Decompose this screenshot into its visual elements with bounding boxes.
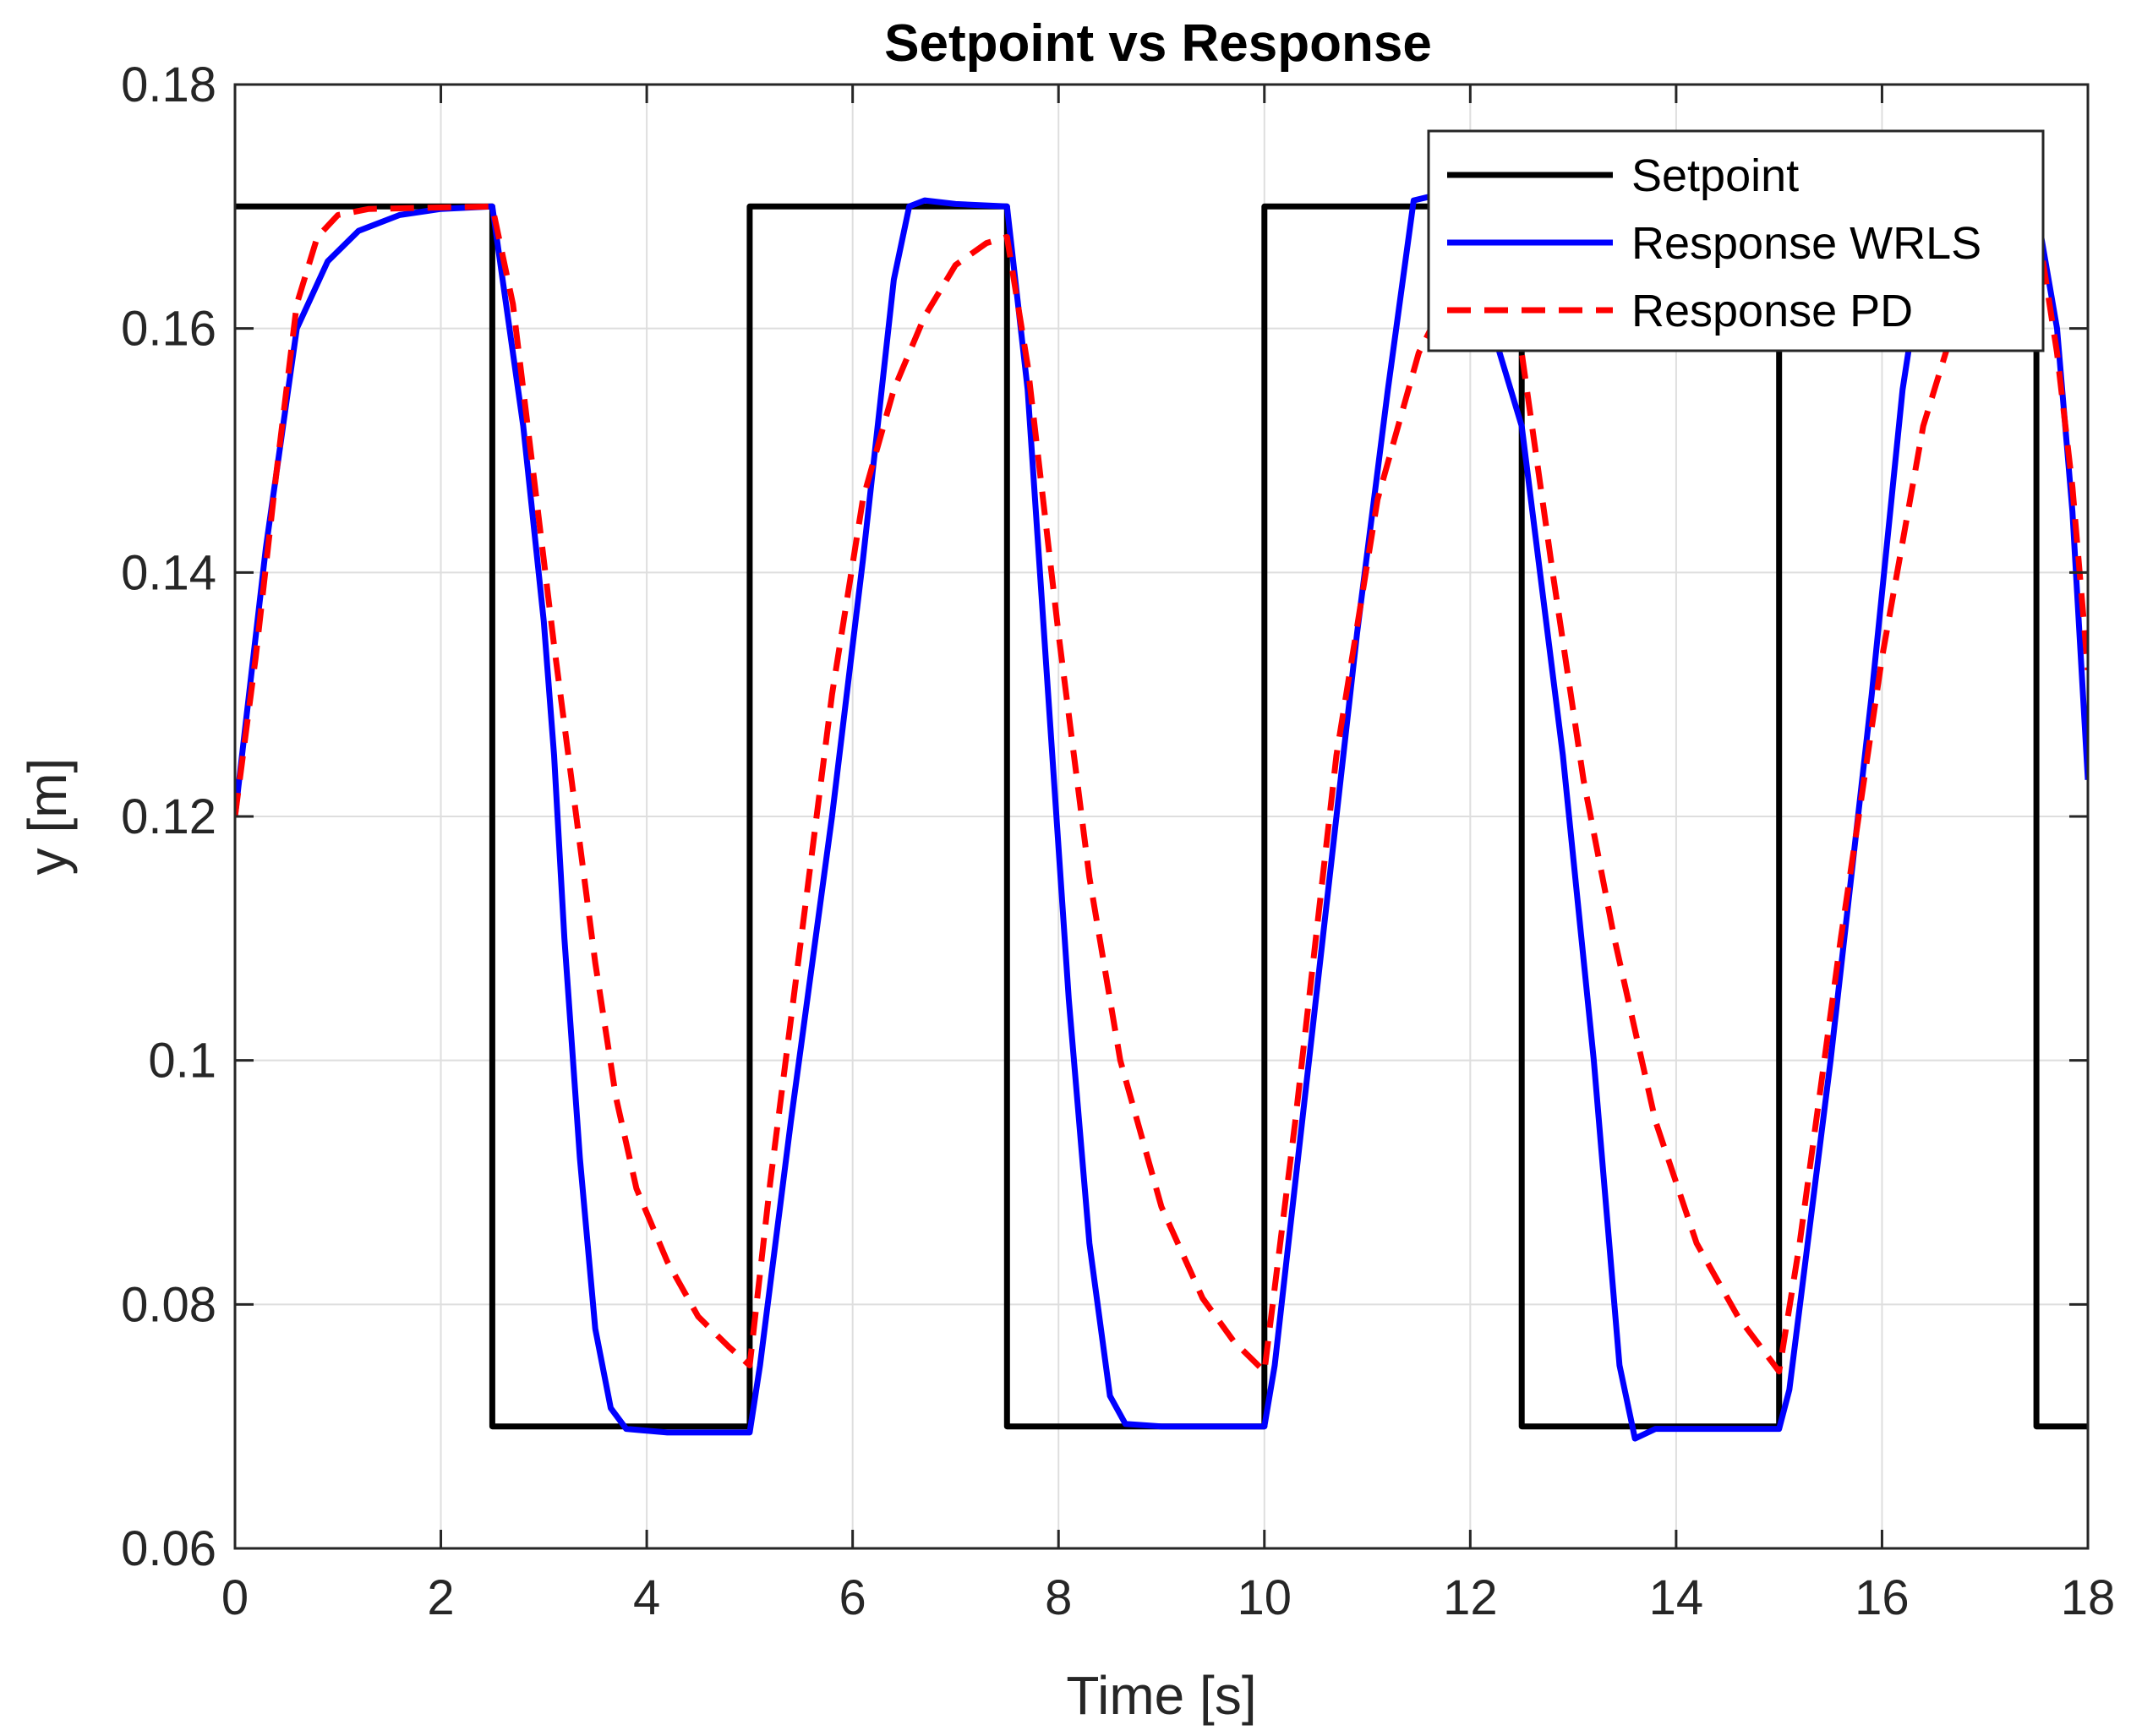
chart-title: Setpoint vs Response — [884, 14, 1432, 73]
x-tick-label: 12 — [1443, 1570, 1498, 1625]
y-tick-label: 0.08 — [121, 1277, 216, 1332]
y-axis-label: y [m] — [17, 758, 78, 876]
x-tick-label: 8 — [1045, 1570, 1072, 1625]
legend-label: Response PD — [1631, 286, 1913, 336]
legend: Setpoint Response WRLS Response PD — [1427, 129, 2045, 352]
x-tick-label: 18 — [2061, 1570, 2116, 1625]
x-axis-label: Time [s] — [1066, 1665, 1256, 1726]
x-tick-label: 16 — [1855, 1570, 1910, 1625]
y-tick-label: 0.1 — [148, 1034, 216, 1089]
x-tick-label: 14 — [1649, 1570, 1704, 1625]
y-tick-label: 0.16 — [121, 302, 216, 357]
y-tick-label: 0.12 — [121, 789, 216, 844]
y-tick-label: 0.14 — [121, 545, 216, 600]
y-tick-label: 0.06 — [121, 1521, 216, 1576]
legend-label: Setpoint — [1631, 150, 1799, 201]
legend-label: Response WRLS — [1631, 218, 1981, 269]
series-response-pd — [235, 203, 2088, 1375]
series-response-wrls — [235, 194, 2088, 1442]
x-tick-label: 2 — [427, 1570, 454, 1625]
x-tick-label: 6 — [839, 1570, 866, 1625]
x-tick-label: 0 — [221, 1570, 249, 1625]
x-tick-label: 4 — [633, 1570, 660, 1625]
ticks: 0 2 4 6 8 10 12 14 16 18 0.06 0.08 0.1 0.12 0.14 0.16 0.… — [121, 57, 2115, 1625]
x-tick-label: 10 — [1238, 1570, 1292, 1625]
y-tick-label: 0.18 — [121, 57, 216, 112]
